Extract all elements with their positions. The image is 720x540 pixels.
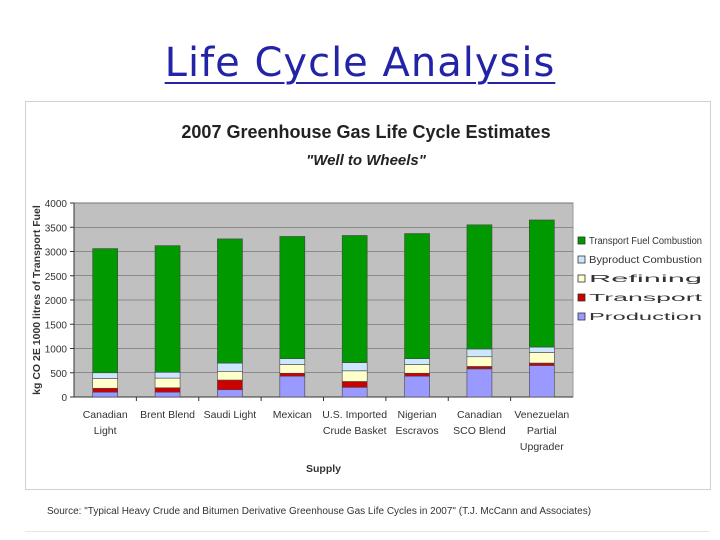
x-tick-label: Brent Blend xyxy=(140,409,195,421)
y-tick-label: 2500 xyxy=(45,272,68,283)
y-tick-label: 3500 xyxy=(45,223,68,234)
legend-box xyxy=(576,231,706,334)
x-tick-label: Canadian xyxy=(83,409,128,421)
bar-segment-production xyxy=(154,391,181,398)
x-axis-label: Supply xyxy=(306,463,341,475)
bar-segment-byproduct-combustion xyxy=(154,371,181,379)
y-tick-label: 4000 xyxy=(45,199,68,210)
bar-segment-transport xyxy=(529,362,555,366)
y-tick-label: 2000 xyxy=(45,296,68,307)
bar-segment-transport xyxy=(404,372,430,377)
x-tick-label: Light xyxy=(94,425,117,437)
bar-segment-transport xyxy=(154,387,181,393)
y-axis-label: kg CO 2E 1000 litres of Transport Fuel xyxy=(31,205,43,395)
bar-segment-production xyxy=(279,375,306,398)
y-tick-label: 3000 xyxy=(45,248,68,259)
legend-entry: Byproduct Combustion xyxy=(589,255,702,266)
bar-segment-transport-fuel-combustion xyxy=(154,245,181,373)
bar-segment-byproduct-combustion xyxy=(217,362,243,372)
bar-segment-refining xyxy=(404,364,430,374)
y-tick-label: 1000 xyxy=(45,345,68,356)
legend-entry: Transport xyxy=(589,293,703,304)
bar-segment-byproduct-combustion xyxy=(341,362,368,372)
source-note: Source: "Typical Heavy Crude and Bitumen… xyxy=(47,506,592,517)
x-tick-label: Crude Basket xyxy=(323,425,387,437)
footer-divider xyxy=(25,531,709,532)
bar-segment-refining xyxy=(466,356,493,367)
bar-segment-production xyxy=(92,391,118,398)
bar-segment-byproduct-combustion xyxy=(529,346,555,353)
bar-segment-production xyxy=(529,365,555,398)
legend-swatch xyxy=(577,255,586,264)
x-tick-label: Partial xyxy=(527,425,557,437)
legend-swatch xyxy=(577,236,586,245)
bar-segment-production xyxy=(404,375,430,398)
bar-segment-byproduct-combustion xyxy=(92,372,118,379)
bar-segment-refining xyxy=(217,370,243,381)
bar-segment-byproduct-combustion xyxy=(404,358,430,365)
ghg-stacked-bar-chart: 2007 Greenhouse Gas Life Cycle Estimates… xyxy=(31,122,706,475)
y-tick-label: 500 xyxy=(50,369,67,380)
x-tick-label: Saudi Light xyxy=(204,409,257,421)
bar-segment-transport-fuel-combustion xyxy=(466,224,493,350)
bar-segment-production xyxy=(217,389,243,398)
bar-segment-production xyxy=(341,386,368,398)
bar-segment-transport-fuel-combustion xyxy=(341,235,368,363)
x-tick-label: SCO Blend xyxy=(453,425,506,437)
x-tick-label: Escravos xyxy=(395,425,438,437)
bar-segment-transport xyxy=(92,387,118,393)
chart-subtitle: "Well to Wheels" xyxy=(306,152,427,169)
bar-segment-transport xyxy=(341,381,368,388)
legend-swatch xyxy=(577,312,586,321)
legend-entry: Production xyxy=(589,312,702,323)
chart-title: 2007 Greenhouse Gas Life Cycle Estimates xyxy=(181,122,550,142)
bar-segment-transport-fuel-combustion xyxy=(279,236,306,359)
bar-segment-transport xyxy=(466,366,493,370)
bar-segment-byproduct-combustion xyxy=(279,358,306,365)
x-tick-label: U.S. Imported xyxy=(322,409,387,421)
bar-segment-refining xyxy=(154,377,181,389)
legend-entry: Transport Fuel Combustion xyxy=(589,236,702,247)
y-tick-label: 0 xyxy=(61,393,67,404)
x-tick-label: Mexican xyxy=(273,409,312,421)
bar-segment-transport xyxy=(217,379,243,391)
bar-segment-refining xyxy=(529,352,555,364)
bar-segment-transport-fuel-combustion xyxy=(529,219,555,348)
x-tick-label: Canadian xyxy=(457,409,502,421)
x-tick-label: Upgrader xyxy=(520,441,564,453)
legend-entry: Refining xyxy=(589,274,702,285)
bar-segment-refining xyxy=(279,364,306,374)
x-tick-label: Venezuelan xyxy=(514,409,569,421)
y-tick-label: 1500 xyxy=(45,320,68,331)
x-tick-label: Nigerian xyxy=(398,409,437,421)
bar-segment-transport xyxy=(279,372,306,377)
legend-swatch xyxy=(577,293,586,302)
legend-swatch xyxy=(577,274,586,283)
bar-segment-transport-fuel-combustion xyxy=(404,233,430,359)
bar-segment-refining xyxy=(92,378,118,389)
bar-segment-byproduct-combustion xyxy=(466,348,493,358)
slide-title: Life Cycle Analysis xyxy=(164,40,556,86)
bar-segment-refining xyxy=(341,370,368,382)
chart-frame: 2007 Greenhouse Gas Life Cycle Estimates… xyxy=(25,101,711,490)
bar-segment-transport-fuel-combustion xyxy=(217,238,243,364)
bar-segment-production xyxy=(466,368,493,398)
bar-segment-transport-fuel-combustion xyxy=(92,248,118,374)
